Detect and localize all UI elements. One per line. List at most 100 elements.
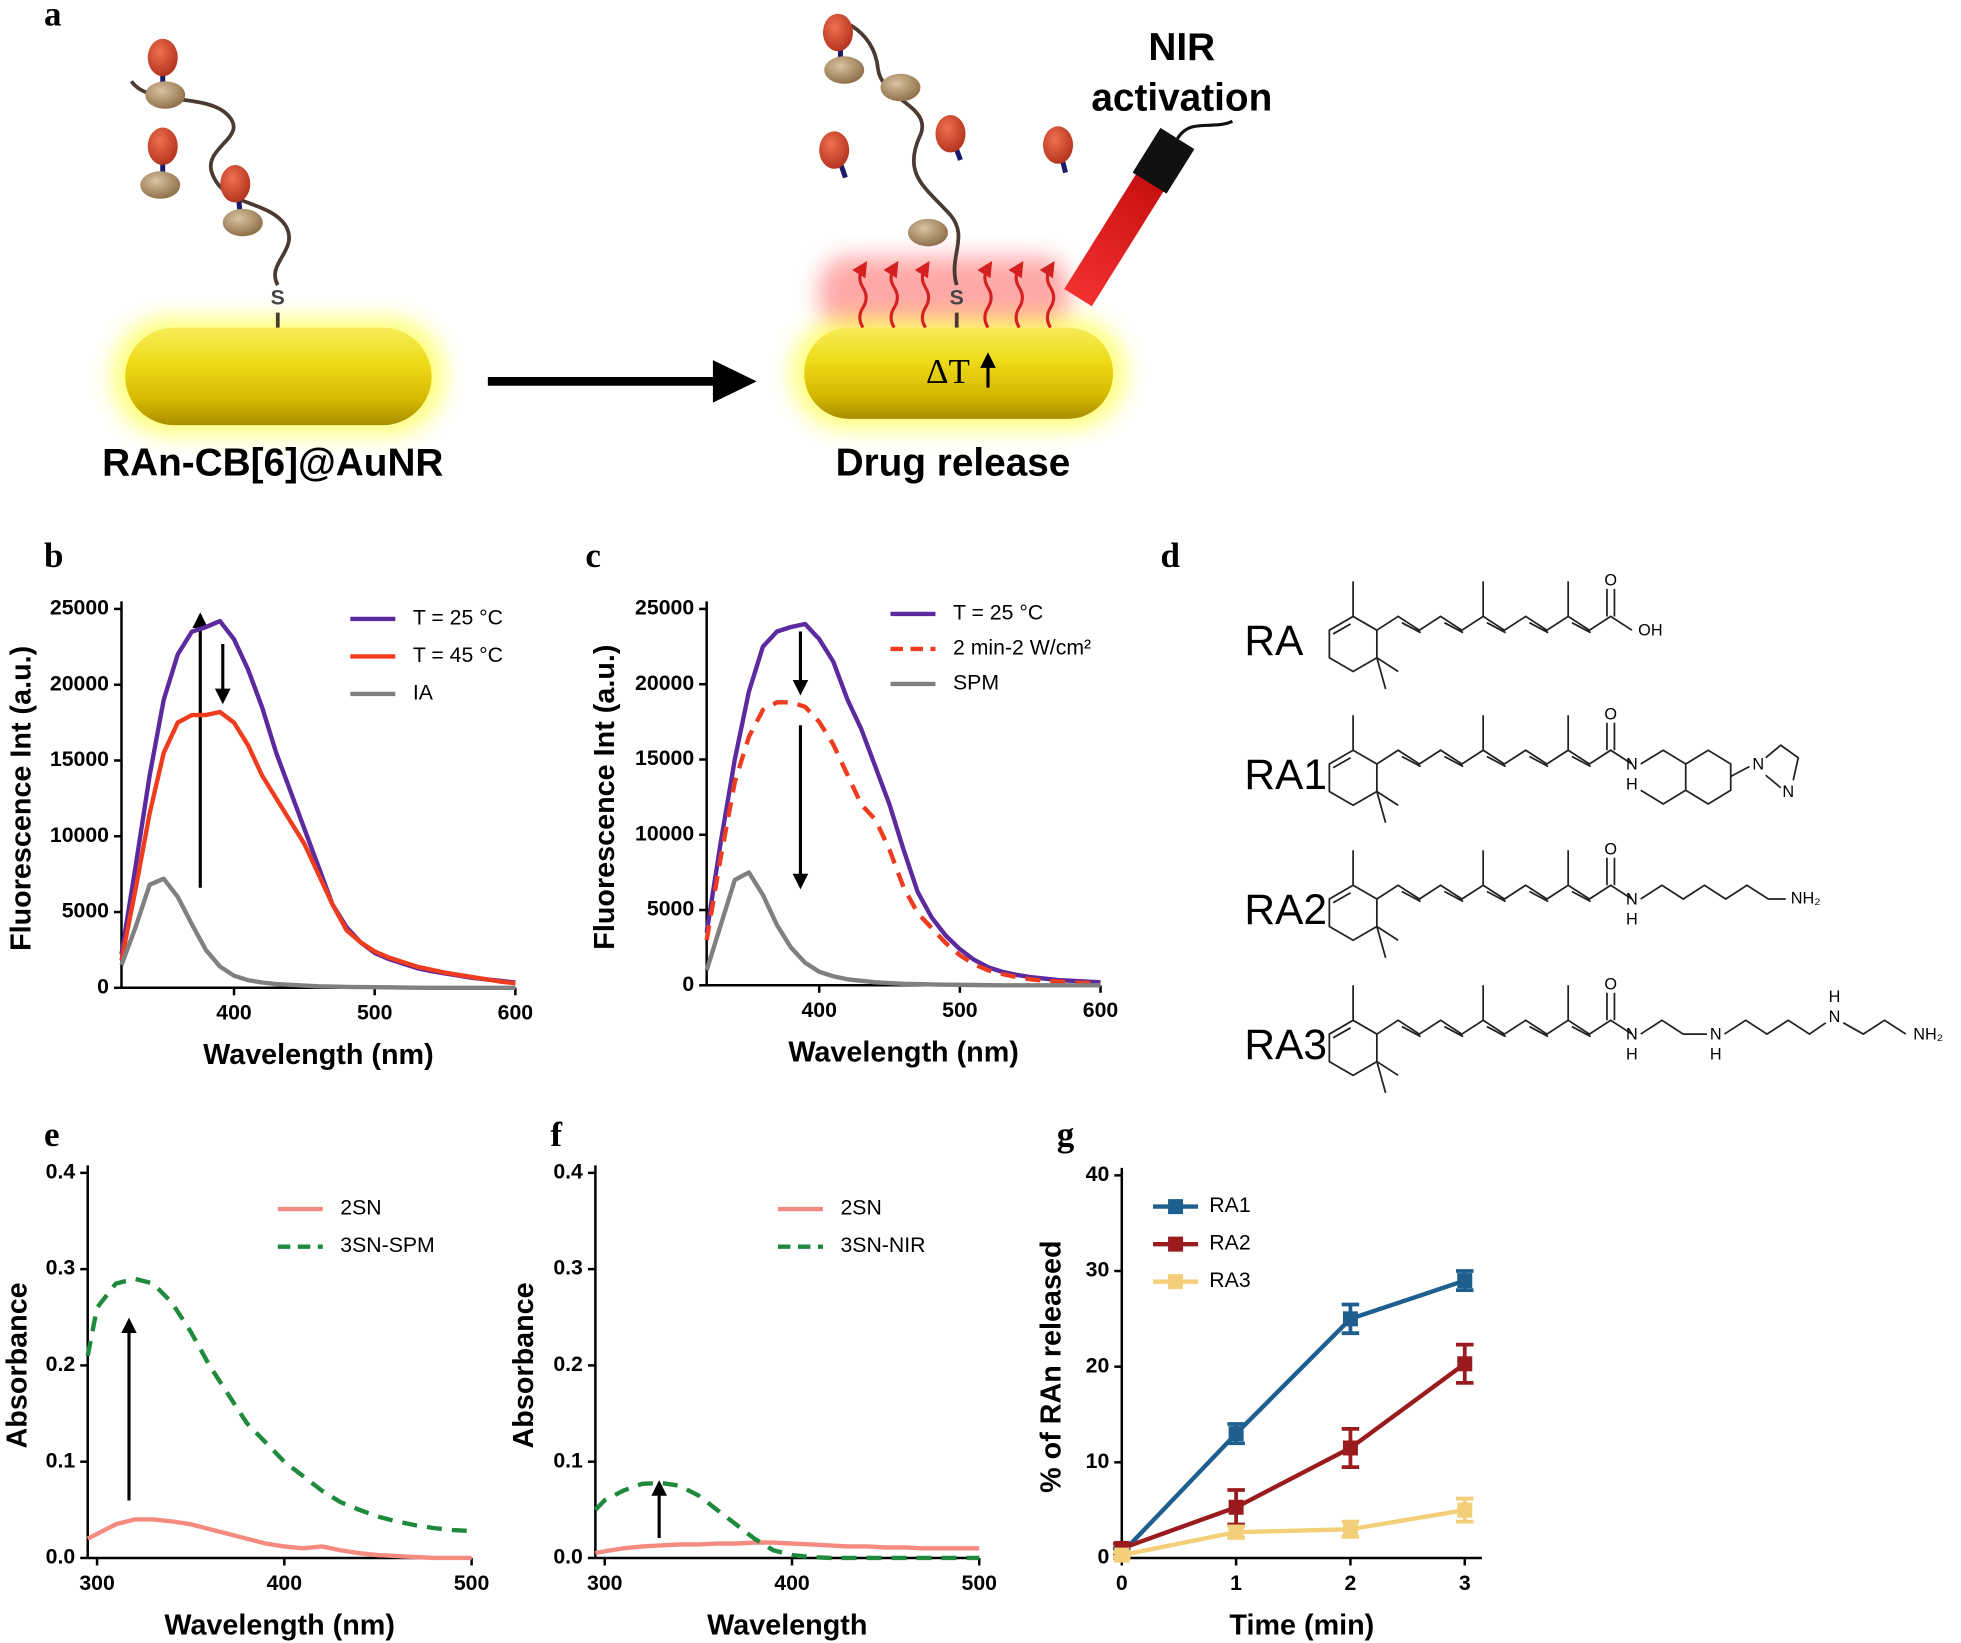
x-tick-label: 400 bbox=[801, 998, 836, 1022]
legend-label: T = 25 °C bbox=[413, 606, 503, 630]
chart: c 0 5000 10000 15000 20000 25000 400 500 600 Wavel… bbox=[585, 536, 1118, 1069]
y-tick-label: 20000 bbox=[50, 671, 109, 695]
sulfur: S bbox=[950, 285, 964, 309]
atom-label: N bbox=[1710, 1026, 1722, 1044]
x-tick-label: 600 bbox=[498, 1001, 533, 1025]
legend-label: 3SN-SPM bbox=[340, 1233, 434, 1257]
legend-label: T = 45 °C bbox=[413, 643, 503, 667]
panel-label: a bbox=[44, 0, 62, 34]
x-tick-label: 3 bbox=[1459, 1571, 1471, 1595]
series-line bbox=[119, 709, 516, 986]
y-axis-title: Absorbance bbox=[2, 1282, 34, 1448]
y-tick-label: 20000 bbox=[635, 671, 694, 695]
series-line bbox=[1121, 1362, 1467, 1551]
x-axis-title: Wavelength (nm) bbox=[788, 1037, 1019, 1069]
y-tick-label: 0 bbox=[682, 972, 694, 996]
legend-label: IA bbox=[413, 681, 434, 705]
series-line bbox=[1120, 1278, 1466, 1555]
marker bbox=[1342, 1521, 1358, 1537]
y-tick-label: 20 bbox=[1086, 1353, 1110, 1377]
chart: g 0 10 20 30 40 0 1 2 3 Time (min) % of RAn release… bbox=[1036, 1115, 1482, 1641]
gold-nanorod bbox=[125, 327, 432, 426]
atom-label: H bbox=[1710, 1046, 1722, 1064]
marker bbox=[1342, 1440, 1358, 1456]
y-tick-label: 25000 bbox=[635, 596, 694, 620]
x-tick-label: 400 bbox=[267, 1571, 302, 1595]
panel-a: a S RAn-CB[6]@AuNR bbox=[44, 0, 1272, 484]
panel-label: c bbox=[585, 536, 601, 575]
panel-label: e bbox=[44, 1115, 60, 1154]
y-tick-label: 0.2 bbox=[46, 1352, 76, 1376]
molecules bbox=[140, 38, 263, 237]
compound-name: RA3 bbox=[1244, 1022, 1327, 1069]
x-tick-label: 300 bbox=[79, 1571, 114, 1595]
chart: f 0.0 0.1 0.2 0.3 0.4 300 400 500 Wavelength Absor… bbox=[508, 1115, 997, 1641]
marker bbox=[1342, 1311, 1358, 1327]
molecules bbox=[819, 13, 1074, 247]
nir-laser bbox=[1064, 119, 1234, 307]
series-line bbox=[119, 876, 516, 990]
y-tick-label: 10000 bbox=[635, 821, 694, 845]
x-tick-label: 500 bbox=[942, 998, 977, 1022]
atom-label: N bbox=[1626, 891, 1638, 909]
marker bbox=[1457, 1273, 1473, 1289]
series-line bbox=[704, 700, 1101, 986]
x-tick-label: 500 bbox=[454, 1571, 489, 1595]
legend-marker bbox=[1168, 1199, 1184, 1215]
y-tick-label: 40 bbox=[1086, 1162, 1110, 1186]
y-axis-title: Absorbance bbox=[508, 1282, 540, 1448]
atom-label: O bbox=[1604, 572, 1617, 590]
series-line bbox=[704, 621, 1101, 985]
x-tick-label: 500 bbox=[357, 1001, 392, 1025]
x-axis-title: Time (min) bbox=[1229, 1609, 1374, 1641]
series-line bbox=[594, 1540, 980, 1556]
compound-name: RA1 bbox=[1244, 752, 1327, 799]
marker bbox=[1457, 1356, 1473, 1372]
y-tick-label: 10 bbox=[1086, 1449, 1110, 1473]
annotation-arrows bbox=[121, 612, 809, 1538]
structure: RA O OH bbox=[1244, 572, 1663, 690]
atom-label: H bbox=[1626, 911, 1638, 929]
y-tick-label: 0.0 bbox=[46, 1545, 76, 1569]
nir-label: NIR bbox=[1148, 26, 1215, 69]
atom-label: H bbox=[1829, 988, 1841, 1006]
y-tick-label: 30 bbox=[1086, 1258, 1110, 1282]
x-tick-label: 1 bbox=[1230, 1571, 1242, 1595]
legend-label: 2SN bbox=[340, 1196, 381, 1220]
series-line bbox=[1121, 1507, 1466, 1558]
x-tick-label: 400 bbox=[774, 1571, 809, 1595]
chart: b 0 5000 10000 15000 20000 25000 400 500 600 Wavel… bbox=[5, 536, 533, 1071]
y-tick-label: 0.3 bbox=[46, 1256, 76, 1280]
skeleton bbox=[1328, 985, 1907, 1094]
atom-label: H bbox=[1626, 776, 1638, 794]
y-tick-label: 5000 bbox=[62, 899, 109, 923]
rod-label: RAn-CB[6]@AuNR bbox=[102, 441, 443, 484]
y-tick-label: 10000 bbox=[50, 823, 109, 847]
marker bbox=[1228, 1426, 1244, 1442]
x-tick-label: 500 bbox=[962, 1571, 997, 1595]
x-axis-title: Wavelength (nm) bbox=[164, 1609, 395, 1641]
delta-t: ΔT bbox=[926, 352, 970, 391]
atom-label: N bbox=[1626, 756, 1638, 774]
arrow-head bbox=[712, 360, 757, 403]
x-axis-title: Wavelength (nm) bbox=[203, 1039, 434, 1071]
x-tick-label: 600 bbox=[1083, 998, 1118, 1022]
gold-nanorod bbox=[804, 327, 1114, 419]
x-tick-label: 300 bbox=[587, 1571, 622, 1595]
atom-label: N bbox=[1829, 1008, 1841, 1026]
panel-label: f bbox=[550, 1115, 562, 1154]
heat-glow bbox=[819, 256, 1070, 332]
atom-label: OH bbox=[1638, 622, 1662, 640]
atom-label: O bbox=[1604, 706, 1617, 724]
y-tick-label: 0.1 bbox=[46, 1448, 76, 1472]
y-tick-label: 0.4 bbox=[46, 1159, 76, 1183]
structure: RA2 O NH NH₂ bbox=[1244, 841, 1821, 959]
chain bbox=[129, 80, 291, 328]
legend-label: SPM bbox=[953, 671, 999, 695]
atom-label: H bbox=[1626, 1046, 1638, 1064]
y-tick-label: 0.2 bbox=[553, 1352, 583, 1376]
marker bbox=[1114, 1547, 1130, 1563]
panel-label: b bbox=[44, 536, 63, 575]
